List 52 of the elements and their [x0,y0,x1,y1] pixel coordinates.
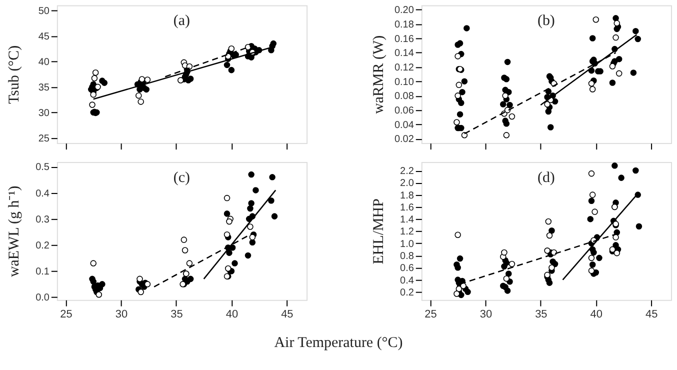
y-tick-label: 0.02 [394,134,414,146]
text: (c) [173,170,190,186]
y-tick-label: 0.10 [394,76,414,88]
y-tick-label: 0.04 [394,120,414,131]
y-tick-label: 0.12 [394,62,414,74]
x-tick-label: 35 [535,308,548,320]
y-tick-label: 45 [38,31,50,42]
y-tick-label: 0.2 [400,287,414,298]
y-tick-label: 0.0 [36,292,50,304]
y-tick-label: 1.2 [400,226,414,238]
y-tick-label: 40 [38,56,50,68]
y-tick-label: 0.06 [394,106,414,117]
y-tick-label: 0.5 [36,162,50,174]
y-tick-label: 1.4 [400,214,414,226]
x-tick-label: 25 [424,308,437,320]
y-tick-label: 1.8 [400,190,414,202]
x-tick-label: 45 [281,308,294,320]
y-tick-label: 0.20 [394,5,414,16]
y-tick-label: 30 [38,108,50,119]
x-axis-title: Air Temperature (°C) [274,335,403,352]
y-tick-label: 0.6 [400,263,414,274]
y-tick-label: 0.2 [36,240,50,252]
y-tick-label: 0.14 [394,48,414,60]
y-tick-label: 2.0 [400,178,414,190]
x-tick-label: 45 [646,308,658,320]
y-tick-label: 0.4 [36,188,50,200]
y-axis-title: waEWL (g h⁻¹) [6,186,22,278]
x-tick-label: 40 [590,308,602,320]
y-tick-label: 25 [38,133,50,144]
y-axis-title: Tsub (°C) [6,45,22,104]
y-tick-label: 0.16 [394,34,414,45]
y-tick-label: 0.1 [36,266,50,278]
text: (a) [173,13,190,30]
y-tick-label: 0.18 [394,19,414,30]
text: (b) [537,13,555,30]
y-tick-label: 2.2 [400,166,414,178]
y-tick-label: 0.8 [400,251,414,262]
y-tick-label: 1.0 [400,238,414,250]
y-tick-label: 35 [38,82,50,94]
y-tick-label: 50 [38,6,50,17]
y-tick-label: 0.3 [36,214,50,226]
y-tick-label: 0.08 [394,91,414,102]
x-tick-label: 25 [60,308,72,320]
x-tick-label: 35 [170,308,183,320]
y-axis-title: waRMR (W) [370,35,387,114]
x-tick-label: 30 [115,308,128,320]
y-axis-title: EHL/MHP [370,198,387,264]
x-tick-label: 40 [226,308,238,320]
text: (d) [537,170,555,186]
x-tick-label: 30 [480,308,492,320]
y-tick-label: 1.6 [400,202,414,214]
y-tick-label: 0.4 [400,275,414,286]
